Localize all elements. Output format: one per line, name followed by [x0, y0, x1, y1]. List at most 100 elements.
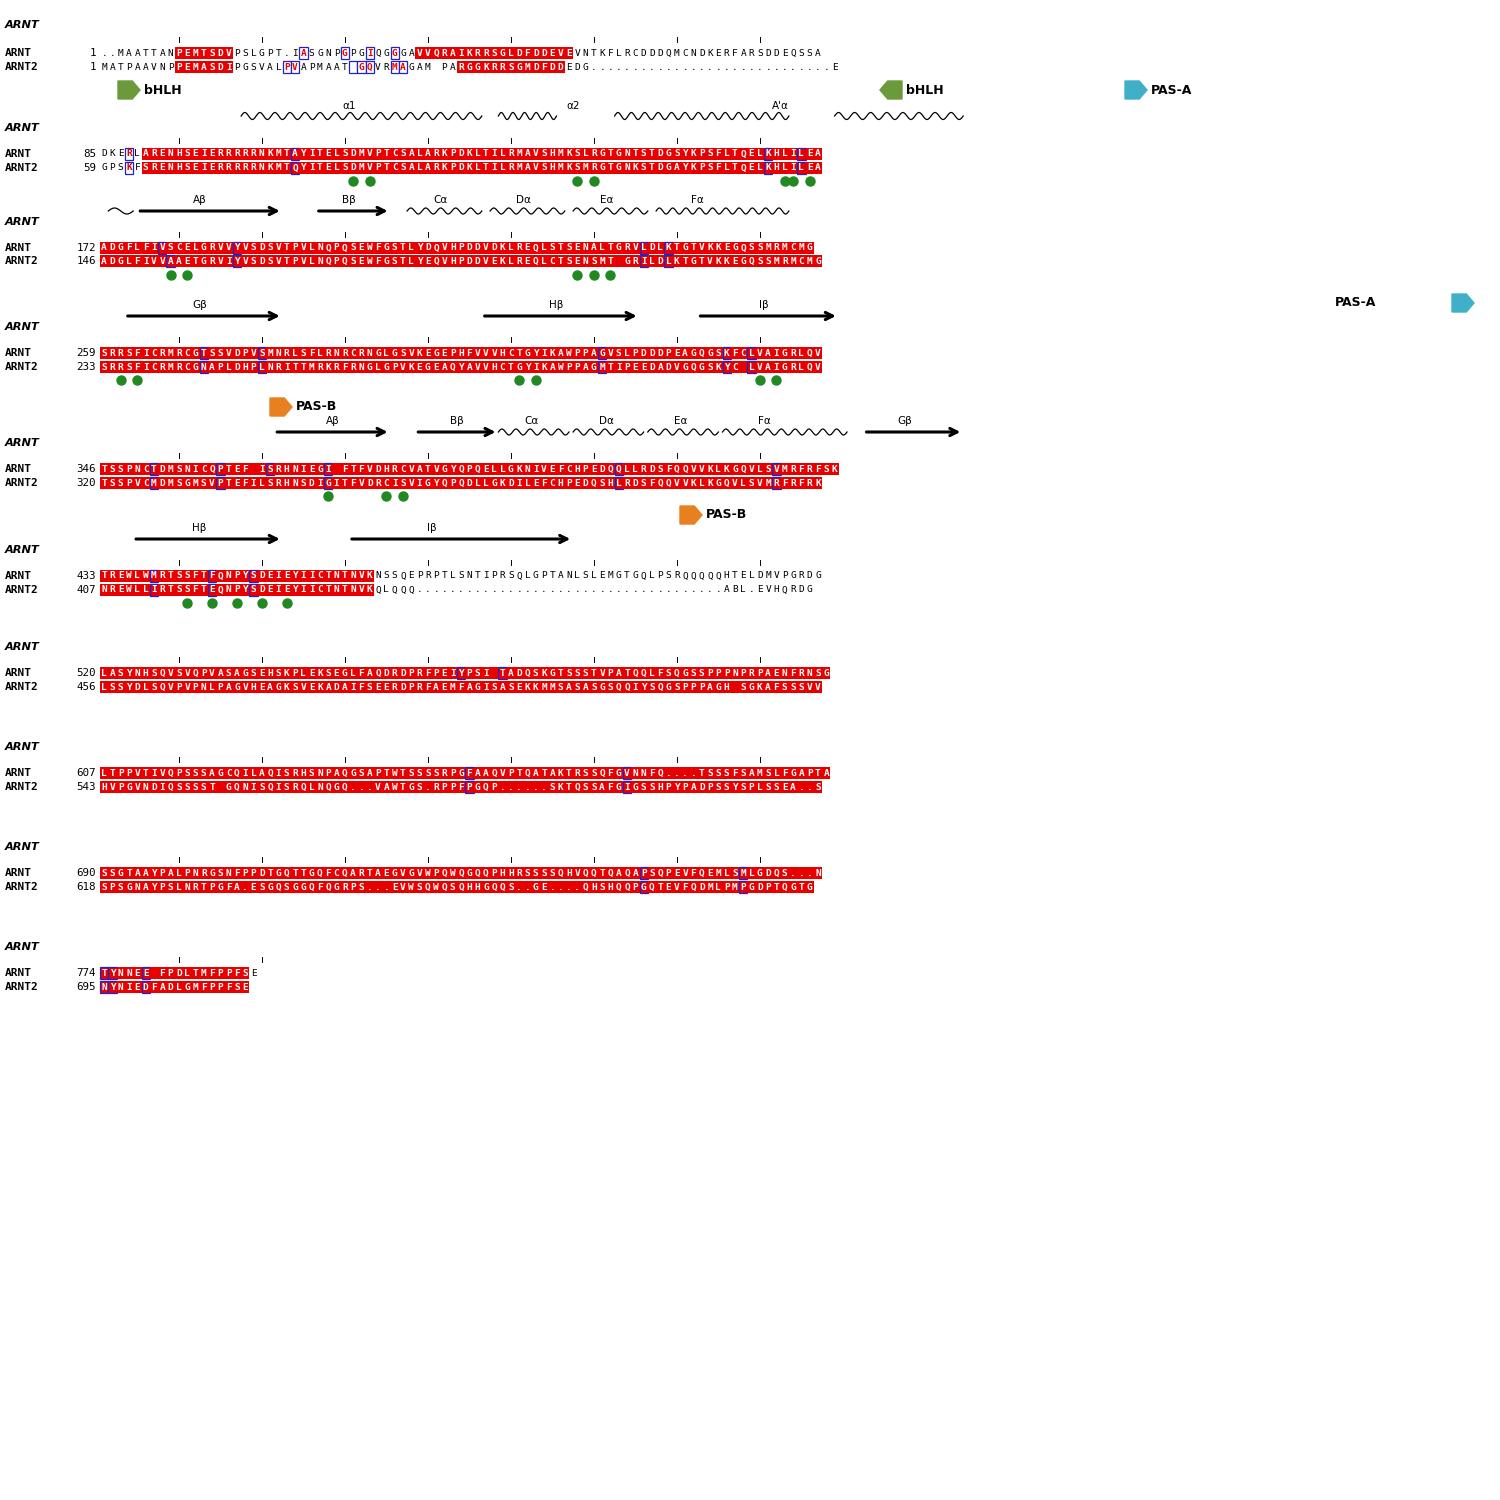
Bar — [664, 668, 672, 678]
Text: N: N — [582, 48, 588, 57]
Bar — [340, 348, 350, 358]
Text: S: S — [824, 465, 830, 474]
Bar — [507, 243, 515, 254]
Bar — [615, 362, 622, 372]
Text: D: D — [424, 243, 430, 252]
Text: R: R — [509, 150, 513, 159]
Text: R: R — [417, 682, 423, 692]
Text: A: A — [110, 63, 116, 72]
Bar — [258, 348, 266, 358]
Text: K: K — [483, 63, 489, 72]
Bar — [681, 255, 690, 267]
Text: K: K — [542, 669, 548, 678]
Bar — [698, 464, 706, 474]
Text: G: G — [358, 63, 364, 72]
Bar — [209, 981, 216, 993]
Bar — [340, 867, 350, 879]
Text: P: P — [741, 882, 746, 891]
Bar — [747, 243, 756, 254]
Bar — [590, 477, 598, 489]
Text: P: P — [492, 783, 496, 792]
Text: S: S — [574, 164, 580, 172]
Bar — [274, 882, 282, 892]
Text: G: G — [300, 882, 306, 891]
Bar — [225, 464, 232, 474]
Bar — [514, 255, 523, 267]
Bar — [291, 681, 298, 693]
Text: V: V — [815, 363, 821, 372]
Text: F: F — [142, 243, 148, 252]
Bar — [514, 768, 523, 778]
Bar — [357, 768, 366, 778]
Bar — [134, 768, 141, 778]
Text: V: V — [368, 150, 372, 159]
Text: P: P — [640, 868, 646, 877]
Bar — [690, 148, 698, 159]
Text: A: A — [234, 882, 240, 891]
Text: W: W — [566, 348, 572, 357]
Bar — [374, 768, 382, 778]
Bar — [366, 867, 374, 879]
Text: R: R — [217, 164, 223, 172]
Bar — [266, 681, 274, 693]
Text: S: S — [650, 868, 656, 877]
Text: S: S — [251, 256, 257, 265]
Text: S: S — [209, 63, 214, 72]
Text: K: K — [466, 150, 472, 159]
Bar — [374, 464, 382, 474]
Bar — [141, 867, 150, 879]
Text: N: N — [226, 572, 231, 580]
Bar — [316, 148, 324, 159]
Bar — [656, 362, 664, 372]
Bar — [622, 668, 632, 678]
Bar — [448, 162, 458, 174]
Text: .: . — [699, 585, 705, 594]
Bar — [308, 148, 316, 159]
Text: S: S — [650, 783, 656, 792]
Bar — [582, 464, 590, 474]
Text: R: R — [243, 164, 248, 172]
Bar — [531, 477, 540, 489]
Text: V: V — [732, 478, 738, 488]
Bar — [556, 48, 566, 58]
Text: A: A — [748, 768, 754, 777]
Text: K: K — [525, 682, 531, 692]
Text: A: A — [159, 48, 165, 57]
Text: F: F — [782, 768, 788, 777]
Text: R: R — [807, 465, 813, 474]
Text: N: N — [243, 783, 248, 792]
Bar — [192, 243, 200, 254]
Bar — [672, 162, 681, 174]
Bar — [690, 464, 698, 474]
Bar — [474, 464, 482, 474]
Bar — [416, 668, 423, 678]
Bar — [566, 782, 573, 792]
Text: V: V — [159, 768, 165, 777]
Text: M: M — [276, 164, 282, 172]
Bar — [200, 968, 208, 978]
Bar — [656, 768, 664, 778]
Bar — [474, 255, 482, 267]
Text: 433: 433 — [76, 572, 96, 580]
Bar — [274, 162, 282, 174]
Text: G: G — [807, 882, 813, 891]
Text: M: M — [152, 572, 157, 580]
Bar — [490, 255, 498, 267]
Text: Q: Q — [716, 572, 722, 580]
Bar — [764, 768, 772, 778]
Bar — [490, 48, 498, 58]
Bar — [632, 255, 639, 267]
Bar — [274, 867, 282, 879]
Bar — [730, 867, 740, 879]
Text: .: . — [375, 882, 381, 891]
Text: S: S — [758, 48, 762, 57]
Text: L: L — [616, 48, 621, 57]
Bar — [141, 148, 150, 159]
Text: P: P — [309, 63, 315, 72]
Text: .: . — [674, 585, 680, 594]
Text: G: G — [525, 348, 531, 357]
Bar — [598, 782, 606, 792]
Bar — [216, 968, 225, 978]
Text: T: T — [342, 572, 348, 580]
Bar — [764, 477, 772, 489]
